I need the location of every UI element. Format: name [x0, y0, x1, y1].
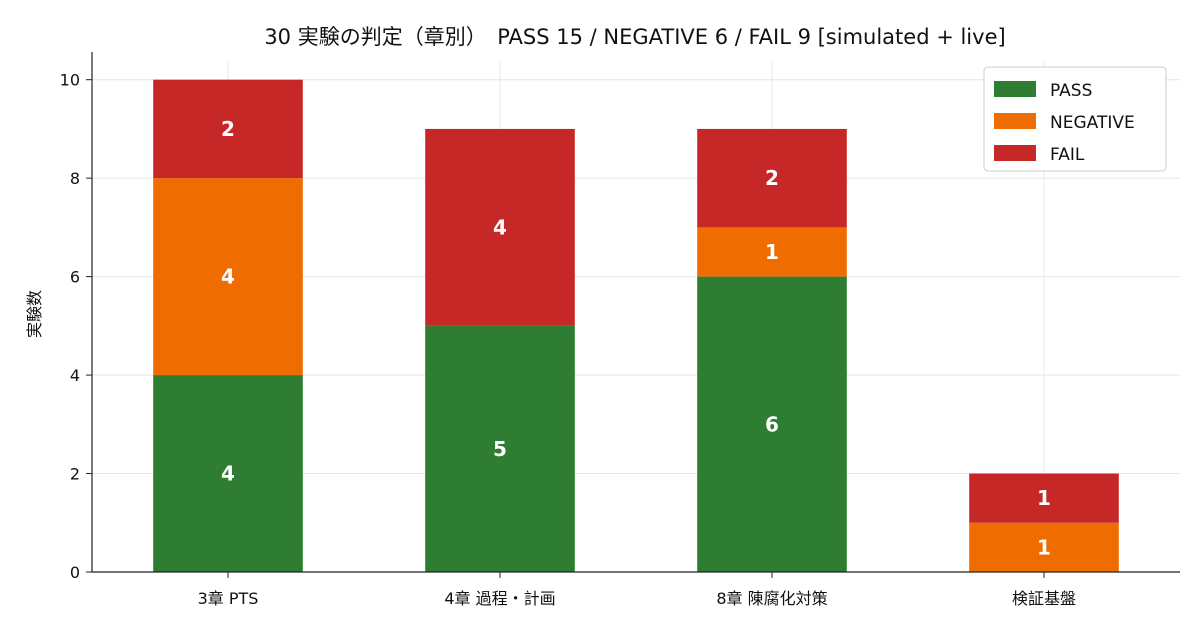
bars: 4 4 2 5 4 6 1 2 1 1: [153, 79, 1119, 572]
bar-segment-pass: [425, 325, 575, 572]
chart-title: 30 実験の判定（章別） PASS 15 / NEGATIVE 6 / FAIL…: [264, 25, 1005, 49]
bar-value-label: 2: [221, 117, 235, 141]
bar-value-label: 6: [765, 412, 779, 436]
bar-segment-fail: [153, 79, 303, 179]
x-tick-label: 3章 PTS: [198, 589, 259, 608]
x-tick-label: 検証基盤: [1012, 589, 1076, 608]
legend-label: NEGATIVE: [1050, 113, 1135, 133]
legend-label: PASS: [1050, 81, 1092, 101]
bar-value-label: 2: [765, 166, 779, 190]
x-tick-label: 4章 過程・計画: [444, 589, 555, 608]
bar-segment-pass: [153, 375, 303, 572]
bar-value-label: 4: [221, 462, 235, 486]
bar-value-label: 1: [1037, 535, 1051, 559]
legend: PASS NEGATIVE FAIL: [983, 66, 1167, 172]
y-axis-label: 実験数: [25, 290, 44, 338]
legend-swatch-pass: [994, 81, 1036, 97]
y-tick-label: 4: [70, 366, 80, 385]
bar-value-label: 5: [493, 437, 507, 461]
x-tick-label: 8章 陳腐化対策: [716, 589, 827, 608]
bar-segment-negative: [153, 178, 303, 376]
bar-segment-pass: [697, 276, 847, 572]
bar-segment-negative: [969, 522, 1119, 572]
bar-segment-fail: [697, 128, 847, 228]
bar-segment-fail: [969, 473, 1119, 523]
axes: 0 2 4 6 8 10 3章 PTS 4章 過程・計画 8章 陳腐化対策 検証基盤: [60, 52, 1180, 608]
y-tick-label: 0: [70, 563, 80, 582]
y-tick-label: 10: [60, 71, 80, 90]
legend-swatch-fail: [994, 145, 1036, 161]
y-tick-label: 6: [70, 268, 80, 287]
bar-value-label: 1: [765, 240, 779, 264]
bar-segment-negative: [697, 227, 847, 277]
bar-segment-fail: [425, 128, 575, 326]
legend-label: FAIL: [1050, 145, 1085, 165]
legend-swatch-negative: [994, 113, 1036, 129]
bar-value-label: 1: [1037, 486, 1051, 510]
y-tick-label: 2: [70, 465, 80, 484]
bar-value-label: 4: [221, 265, 235, 289]
bar-value-label: 4: [493, 215, 507, 239]
y-tick-label: 8: [70, 169, 80, 188]
